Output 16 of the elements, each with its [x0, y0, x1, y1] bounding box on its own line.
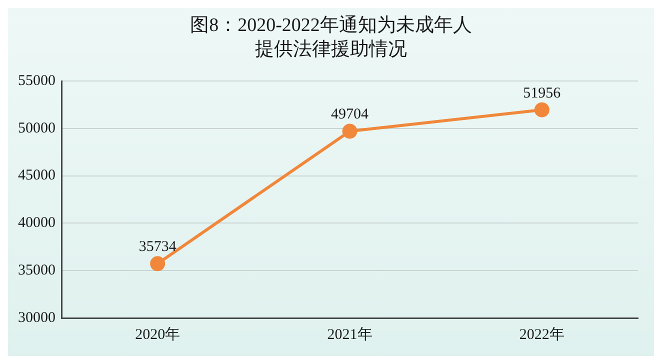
point [342, 124, 358, 139]
x-tick-label: 2021年 [327, 326, 372, 343]
chart-title: 图8：2020-2022年通知为未成年人提供法律援助情况 [189, 14, 473, 62]
data-label: 35734 [138, 239, 177, 256]
x-tick-label: 2020年 [135, 326, 180, 343]
data-label: 51956 [523, 85, 562, 102]
point [534, 102, 550, 118]
y-tick-label: 35000 [18, 262, 56, 279]
x-tick-label: 2022年 [519, 326, 564, 343]
point [150, 256, 166, 272]
y-tick-label: 45000 [18, 168, 56, 184]
data-label: 49704 [331, 106, 369, 123]
y-tick-label: 40000 [18, 215, 56, 232]
y-tick-label: 55000 [18, 72, 56, 89]
y-tick-label: 50000 [18, 120, 56, 136]
y-tick-label: 30000 [18, 310, 56, 326]
